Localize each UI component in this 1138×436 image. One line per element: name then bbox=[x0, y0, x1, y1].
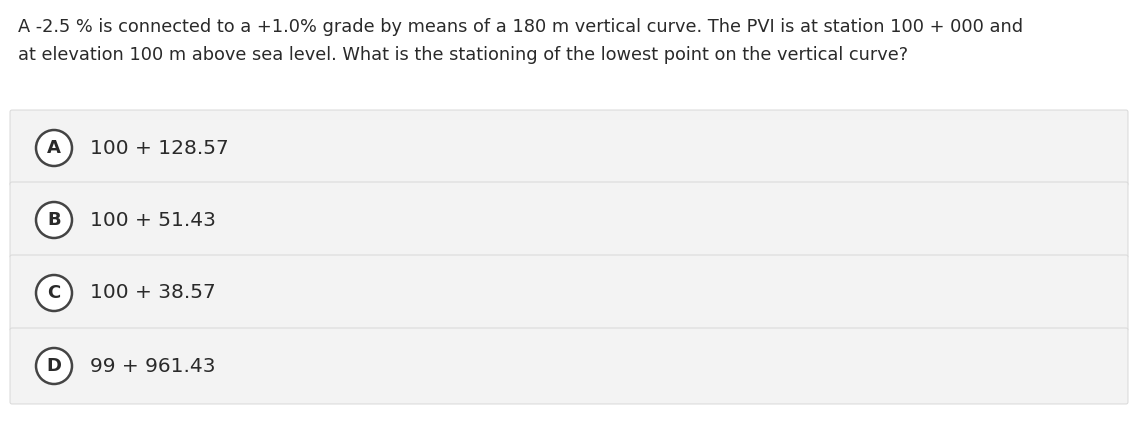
Text: 100 + 51.43: 100 + 51.43 bbox=[90, 211, 216, 229]
Circle shape bbox=[36, 275, 72, 311]
FancyBboxPatch shape bbox=[10, 328, 1128, 404]
Circle shape bbox=[36, 130, 72, 166]
Text: A: A bbox=[47, 139, 61, 157]
Text: D: D bbox=[47, 357, 61, 375]
Text: A -2.5 % is connected to a +1.0% grade by means of a 180 m vertical curve. The P: A -2.5 % is connected to a +1.0% grade b… bbox=[18, 18, 1023, 36]
FancyBboxPatch shape bbox=[10, 255, 1128, 331]
FancyBboxPatch shape bbox=[10, 182, 1128, 258]
Text: 99 + 961.43: 99 + 961.43 bbox=[90, 357, 215, 375]
Text: C: C bbox=[48, 284, 60, 302]
Text: at elevation 100 m above sea level. What is the stationing of the lowest point o: at elevation 100 m above sea level. What… bbox=[18, 46, 908, 64]
Circle shape bbox=[36, 348, 72, 384]
Text: 100 + 128.57: 100 + 128.57 bbox=[90, 139, 229, 157]
FancyBboxPatch shape bbox=[10, 110, 1128, 186]
Text: 100 + 38.57: 100 + 38.57 bbox=[90, 283, 216, 303]
Circle shape bbox=[36, 202, 72, 238]
Text: B: B bbox=[47, 211, 60, 229]
